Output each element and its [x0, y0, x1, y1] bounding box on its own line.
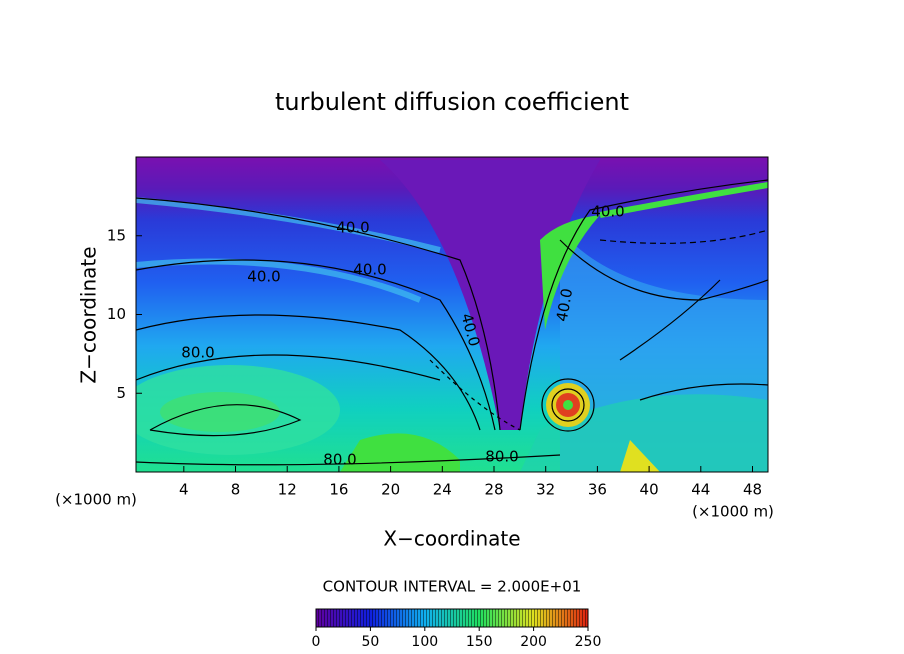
- colorbar-frame: [315, 608, 589, 628]
- x-tick-label: 28: [484, 481, 503, 499]
- x-tick-label: 12: [278, 481, 297, 499]
- y-axis-label: Z−coordinate: [77, 246, 101, 383]
- x-tick-label: 40: [640, 481, 659, 499]
- x-tick-label: 44: [691, 481, 710, 499]
- x-tick-label: 48: [743, 481, 762, 499]
- y-tick-label: 15: [107, 226, 126, 244]
- x-tick-label: 4: [179, 481, 189, 499]
- colorbar-tick-label: 200: [520, 634, 547, 650]
- x-tick-label: 8: [231, 481, 241, 499]
- chart-title: turbulent diffusion coefficient: [275, 88, 629, 116]
- y-tick-label: 5: [116, 384, 126, 402]
- y-tick-label: 10: [107, 305, 126, 323]
- colorbar-tick-label: 0: [312, 634, 321, 650]
- contour-label: 80.0: [485, 448, 518, 466]
- contour-label: 80.0: [181, 344, 214, 362]
- colorbar-tick-label: 250: [575, 634, 602, 650]
- x-tick-label: 20: [381, 481, 400, 499]
- colorbar-tick-label: 50: [361, 634, 379, 650]
- colorbar-tick-label: 150: [466, 634, 493, 650]
- x-unit-label: (×1000 m): [692, 503, 774, 521]
- x-tick-label: 36: [588, 481, 607, 499]
- contour-label: 80.0: [323, 451, 356, 469]
- contour-field: [136, 157, 768, 472]
- contour-label: 40.0: [553, 287, 577, 323]
- contour-interval: CONTOUR INTERVAL = 2.000E+01: [323, 578, 582, 596]
- x-tick-label: 16: [329, 481, 348, 499]
- colorbar-tick-label: 100: [411, 634, 438, 650]
- x-unit-label: (×1000 m): [55, 491, 137, 509]
- contour-label: 40.0: [336, 219, 369, 237]
- contour-label: 40.0: [591, 203, 624, 221]
- x-tick-label: 32: [536, 481, 555, 499]
- contour-label: 40.0: [247, 268, 280, 286]
- contour-label: 40.0: [353, 261, 386, 279]
- x-tick-label: 24: [433, 481, 452, 499]
- x-axis-label: X−coordinate: [383, 527, 520, 551]
